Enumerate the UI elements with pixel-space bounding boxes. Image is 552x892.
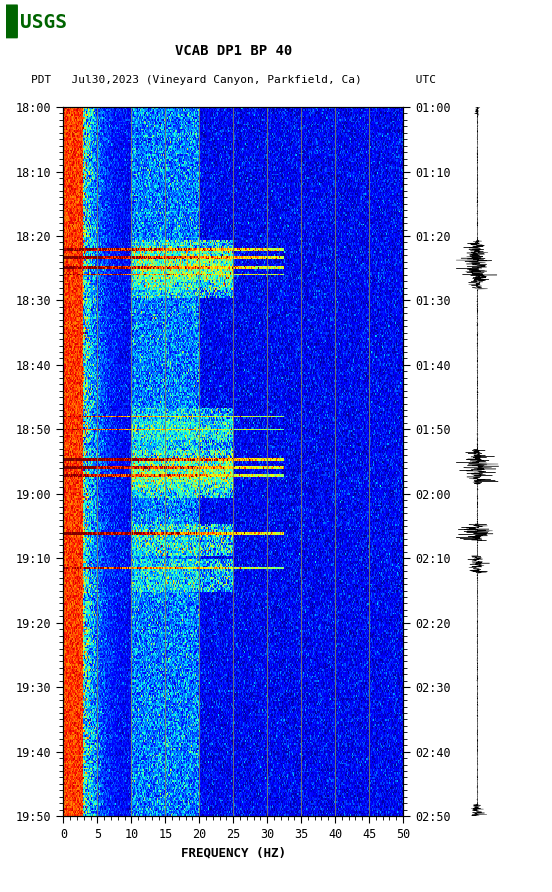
Text: USGS: USGS (20, 12, 67, 32)
FancyBboxPatch shape (5, 4, 18, 38)
Text: VCAB DP1 BP 40: VCAB DP1 BP 40 (174, 44, 292, 58)
Text: PDT   Jul30,2023 (Vineyard Canyon, Parkfield, Ca)        UTC: PDT Jul30,2023 (Vineyard Canyon, Parkfie… (31, 75, 436, 85)
X-axis label: FREQUENCY (HZ): FREQUENCY (HZ) (181, 847, 286, 860)
